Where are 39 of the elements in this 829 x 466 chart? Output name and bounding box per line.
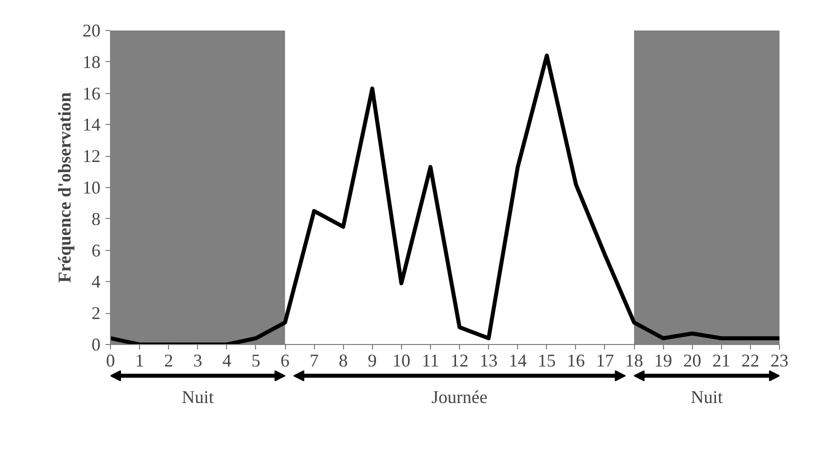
y-tick-label: 18 <box>82 52 100 72</box>
x-tick-label: 14 <box>508 350 527 370</box>
x-tick-label: 2 <box>164 350 174 370</box>
x-tick-label: 12 <box>450 350 469 370</box>
x-tick-label: 13 <box>480 350 498 370</box>
x-tick-label: 4 <box>222 350 232 370</box>
y-tick-label: 6 <box>92 240 100 260</box>
x-tick-label: 9 <box>368 350 377 370</box>
x-tick-label: 3 <box>193 350 202 370</box>
x-tick-label: 0 <box>106 350 115 370</box>
x-tick-label: 7 <box>310 350 319 370</box>
text: Journée <box>432 386 488 407</box>
y-tick-label: 4 <box>92 272 100 292</box>
band-label: Nuit <box>690 386 723 407</box>
y-tick-label: 10 <box>82 178 100 198</box>
x-tick-label: 17 <box>596 350 614 370</box>
x-tick-label: 6 <box>280 350 290 370</box>
y-tick-label: 12 <box>82 146 100 166</box>
y-tick-label: 2 <box>92 303 100 324</box>
x-tick-label: 16 <box>566 350 585 370</box>
x-tick-label: 23 <box>770 350 788 370</box>
x-tick-label: 20 <box>683 350 702 370</box>
y-tick-label: 8 <box>92 208 100 229</box>
band-label: Nuit <box>182 386 214 407</box>
y-axis-title: Fréquence d'observation <box>54 92 74 283</box>
x-tick-label: 5 <box>251 350 260 370</box>
x-tick-label: 18 <box>625 350 644 370</box>
x-tick-label: 10 <box>392 350 410 370</box>
y-tick-label: 0 <box>92 334 100 354</box>
y-tick-label: 14 <box>82 114 100 135</box>
x-tick-label: 21 <box>712 350 730 370</box>
y-tick-label: 20 <box>82 20 100 40</box>
x-tick-label: 22 <box>741 350 760 370</box>
x-tick-label: 19 <box>654 350 672 370</box>
y-tick-label: 16 <box>82 83 100 104</box>
x-tick-label: 1 <box>135 350 144 370</box>
x-tick-label: 15 <box>538 350 556 370</box>
x-tick-label: 11 <box>422 350 440 370</box>
x-tick-label: 8 <box>338 350 348 370</box>
